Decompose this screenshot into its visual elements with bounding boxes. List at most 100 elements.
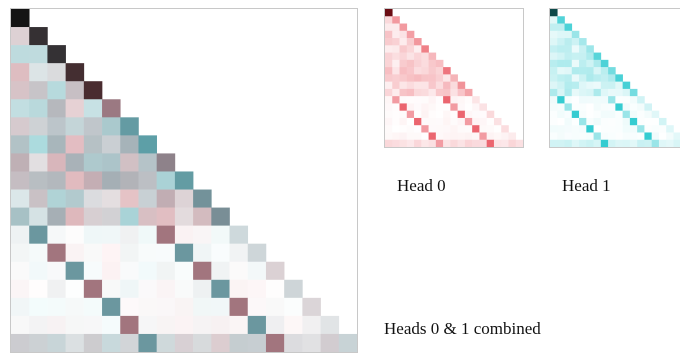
head0-cell	[486, 139, 495, 147]
head1-cell	[571, 67, 580, 75]
combined-cell	[83, 207, 103, 226]
combined-attention-matrix	[11, 9, 357, 352]
head1-cell	[622, 117, 631, 126]
head0-cell	[399, 23, 408, 32]
head1-cell	[564, 74, 573, 82]
combined-cell	[65, 261, 85, 281]
combined-cell	[284, 279, 303, 299]
head1-cell	[608, 139, 616, 147]
combined-cell	[65, 189, 85, 208]
combined-cell	[11, 315, 30, 335]
head1-cell	[586, 88, 594, 97]
head0-cell	[421, 59, 429, 68]
head1-cell	[615, 110, 623, 119]
head0-cell	[479, 125, 487, 133]
combined-cell	[229, 333, 249, 352]
head1-cell	[593, 103, 602, 111]
combined-cell	[156, 171, 176, 190]
head0-cell	[392, 103, 400, 111]
combined-cell	[47, 135, 66, 154]
combined-cell	[47, 243, 66, 263]
head1-cell	[586, 52, 594, 61]
head0-cell	[392, 74, 400, 82]
head0-cell	[464, 117, 473, 126]
head1-cell	[600, 139, 609, 147]
combined-cell	[102, 153, 121, 172]
combined-cell	[83, 243, 103, 263]
head0-cell	[428, 110, 437, 119]
head1-cell	[629, 103, 638, 111]
head0-cell	[414, 74, 422, 82]
head1-cell	[550, 132, 558, 141]
head0-cell	[515, 139, 523, 147]
head1-cell	[629, 110, 638, 119]
head1-cell	[579, 117, 587, 126]
head1-cell	[571, 30, 580, 39]
head0-cell	[399, 30, 408, 39]
head0-cell	[472, 125, 480, 133]
combined-cell	[29, 279, 48, 299]
combined-cell	[174, 261, 194, 281]
head1-cell	[622, 81, 631, 90]
head1-cell	[557, 67, 565, 75]
combined-cell	[11, 27, 30, 46]
combined-cell	[174, 225, 194, 244]
head1-cell	[557, 132, 565, 141]
head0-cell	[443, 132, 451, 141]
head0-cell	[457, 110, 466, 119]
head1-cell	[564, 132, 573, 141]
combined-cell	[11, 207, 30, 226]
combined-cell	[29, 81, 48, 100]
head0-cell	[464, 139, 473, 147]
head0-cell	[428, 132, 437, 141]
head1-cell	[571, 74, 580, 82]
head1-cell	[666, 132, 674, 141]
head0-cell	[406, 74, 415, 82]
head1-cell	[564, 67, 573, 75]
combined-cell	[138, 135, 157, 154]
combined-cell	[156, 297, 176, 317]
head1-cell	[644, 117, 652, 126]
combined-cell	[83, 189, 103, 208]
head1-cell	[550, 59, 558, 68]
head0-cell	[450, 125, 458, 133]
head1-cell	[644, 139, 652, 147]
combined-cell	[47, 81, 66, 100]
head1-cell	[550, 9, 558, 17]
combined-cell	[156, 189, 176, 208]
head1-cell	[564, 117, 573, 126]
head0-cell	[399, 88, 408, 97]
combined-cell	[211, 297, 230, 317]
head0-cell	[457, 117, 466, 126]
head0-cell	[385, 139, 393, 147]
head0-cell	[406, 139, 415, 147]
head0-cell	[428, 117, 437, 126]
combined-cell	[29, 153, 48, 172]
head0-cell	[421, 132, 429, 141]
combined-cell	[138, 225, 157, 244]
head0-cell	[421, 88, 429, 97]
combined-cell	[229, 297, 249, 317]
head0-cell	[421, 117, 429, 126]
head1-cell	[586, 132, 594, 141]
head1-cell	[579, 81, 587, 90]
combined-cell	[11, 279, 30, 299]
head1-cell	[571, 45, 580, 53]
combined-cell	[11, 333, 30, 352]
combined-cell	[120, 261, 139, 281]
head1-cell	[593, 59, 602, 68]
head1-cell	[564, 52, 573, 61]
combined-cell	[83, 279, 103, 299]
combined-cell	[247, 261, 267, 281]
head0-cell	[443, 103, 451, 111]
head0-cell	[486, 110, 495, 119]
head1-cell	[600, 96, 609, 104]
head1-cell	[571, 132, 580, 141]
head1-cell	[593, 125, 602, 133]
head0-cell	[392, 110, 400, 119]
head0-cell	[472, 103, 480, 111]
combined-cell	[138, 243, 157, 263]
head0-cell	[472, 132, 480, 141]
combined-cell	[302, 333, 321, 352]
combined-cell	[83, 117, 103, 136]
